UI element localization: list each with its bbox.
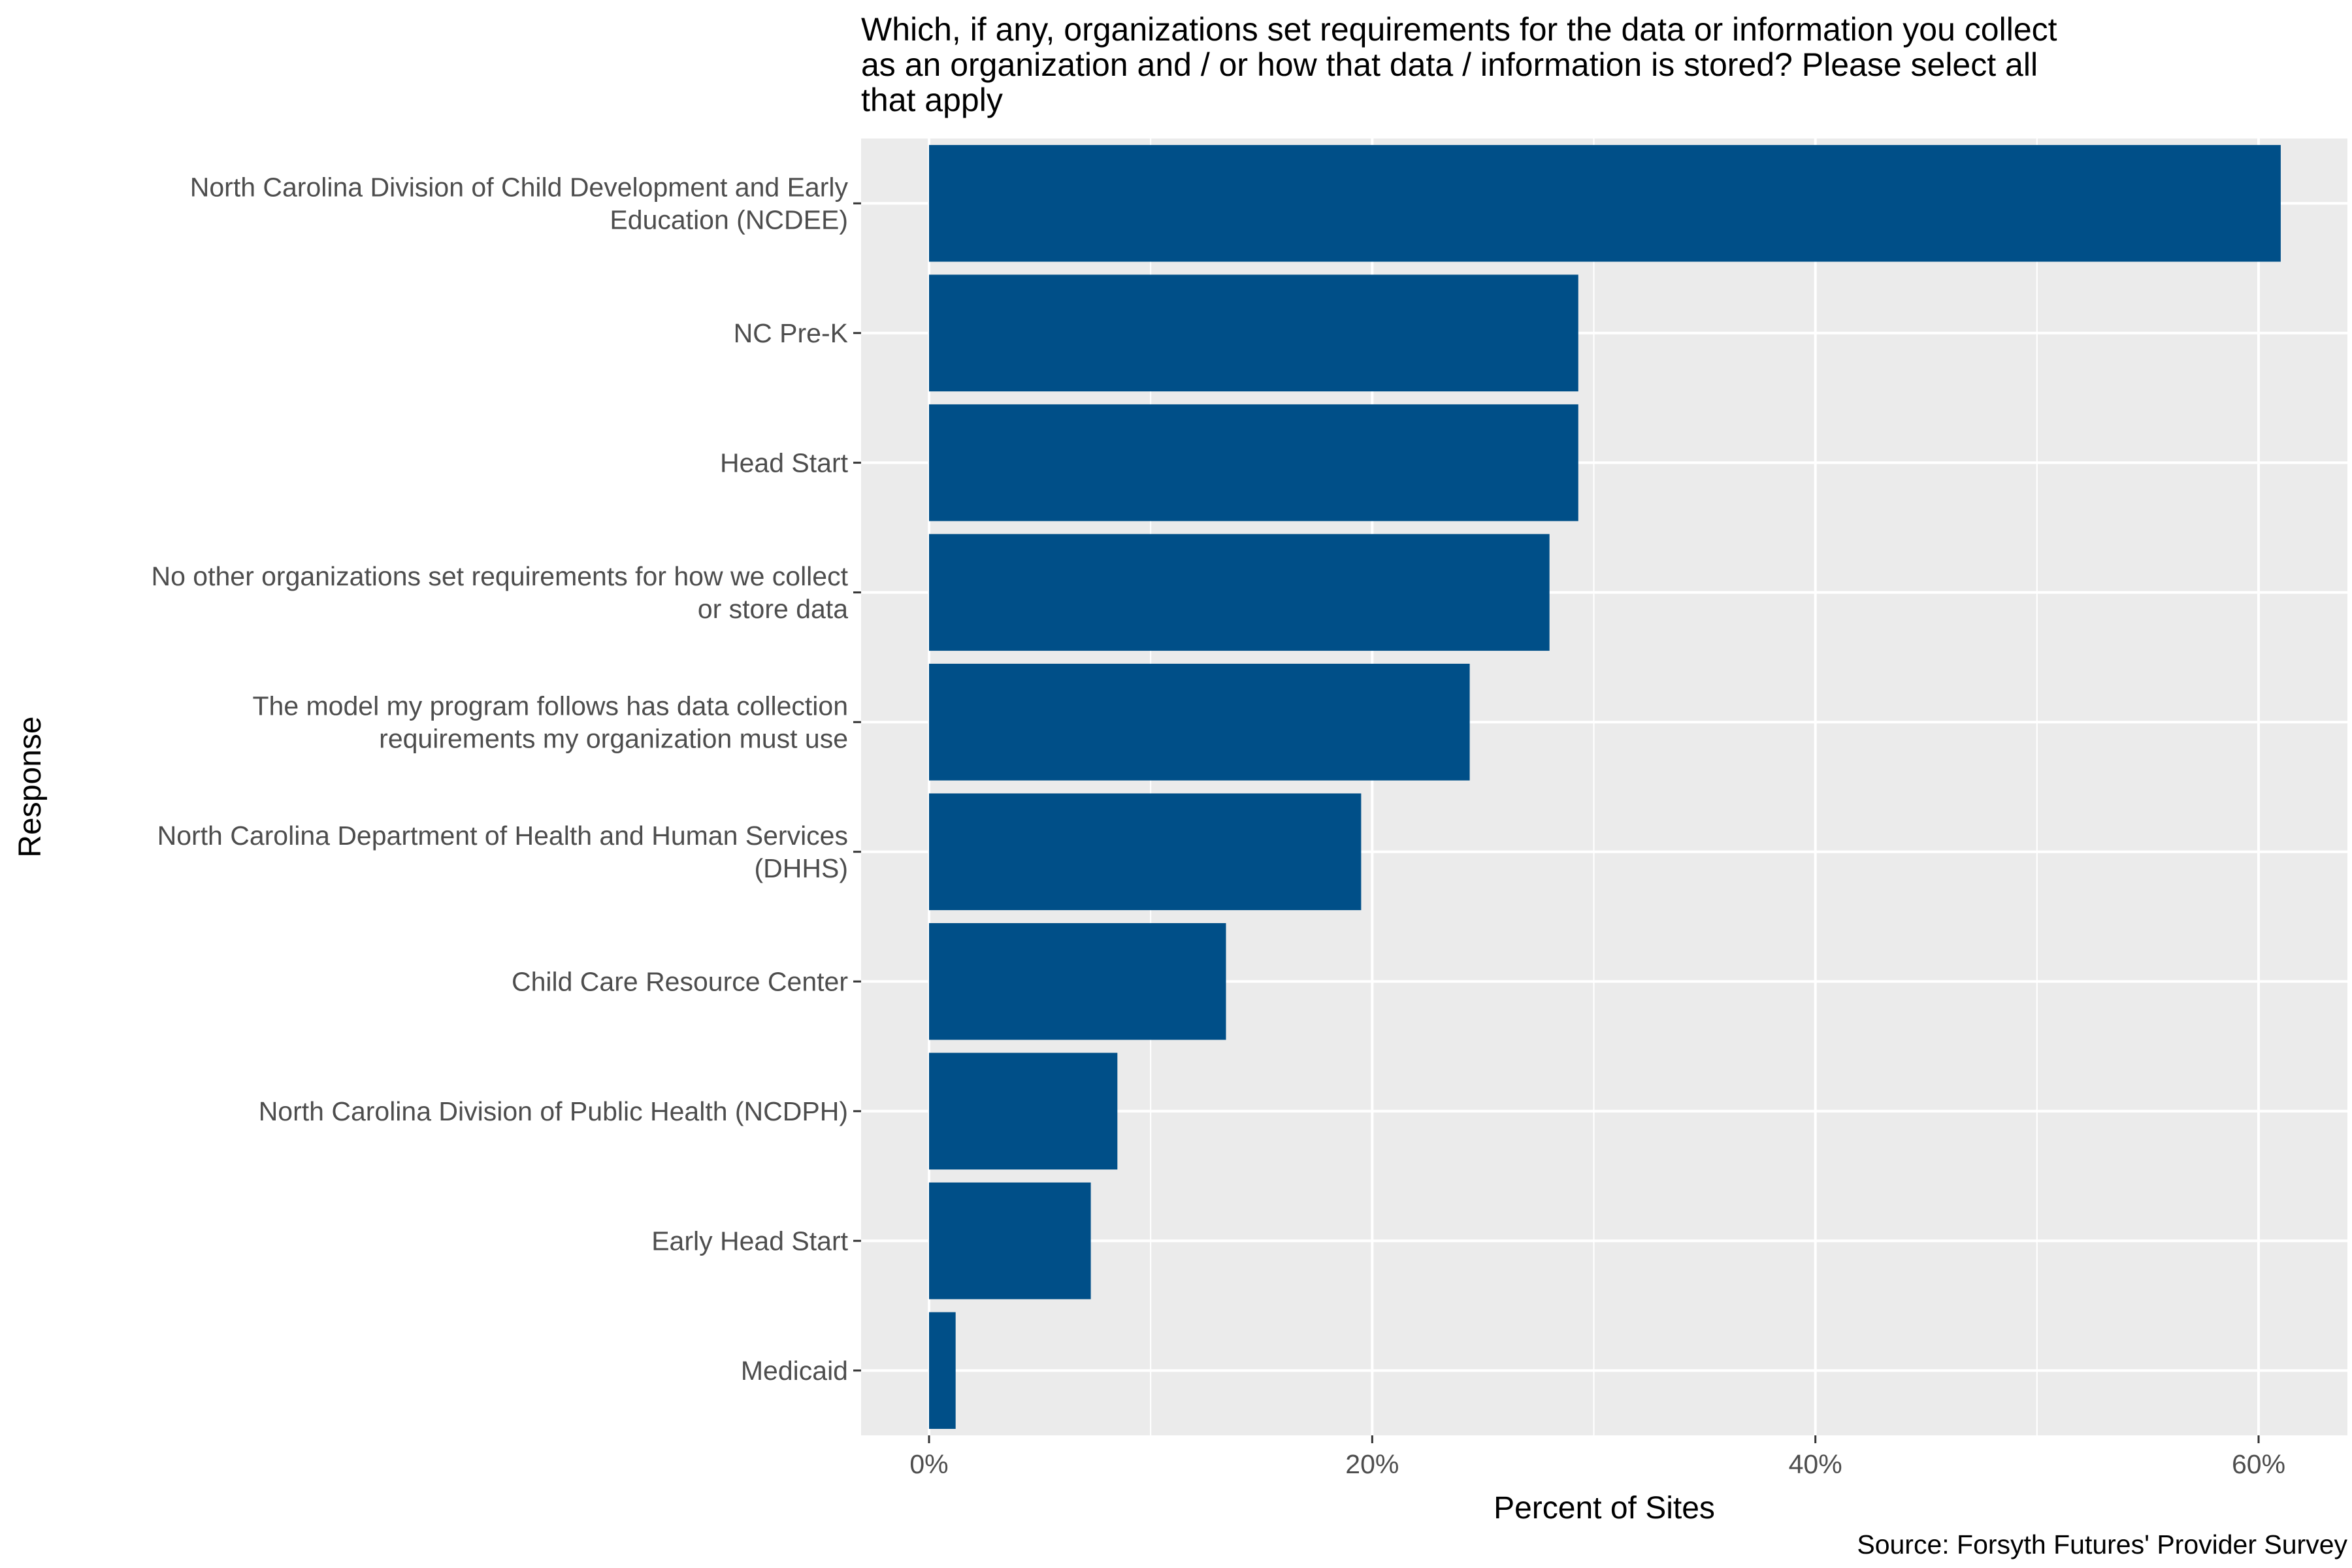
bar: [929, 663, 1470, 781]
x-tick-label: 20%: [1345, 1449, 1399, 1479]
bar: [929, 1053, 1118, 1170]
y-tick-label: North Carolina Division of Public Health…: [259, 1096, 848, 1126]
y-tick-label: Child Care Resource Center: [512, 966, 848, 996]
y-tick-label: Medicaid: [741, 1356, 848, 1386]
y-tick-label-line: Head Start: [720, 448, 849, 478]
y-tick-label: North Carolina Division of Child Develop…: [190, 172, 849, 235]
y-tick-label-line: North Carolina Department of Health and …: [157, 821, 848, 851]
caption: Source: Forsyth Futures' Provider Survey: [1857, 1529, 2347, 1560]
y-axis-label: Response: [13, 716, 48, 857]
bar: [929, 793, 1362, 911]
y-tick-label-line: Child Care Resource Center: [512, 966, 848, 996]
y-tick-label-line: Medicaid: [741, 1356, 848, 1386]
x-tick-label: 40%: [1789, 1449, 1842, 1479]
y-tick-label-line: requirements my organization must use: [379, 723, 848, 753]
bar: [929, 923, 1226, 1040]
y-tick-label-line: (DHHS): [755, 853, 848, 883]
y-tick-label-line: Education (NCDEE): [610, 204, 848, 235]
x-tick-label: 0%: [909, 1449, 948, 1479]
y-tick-label: North Carolina Department of Health and …: [157, 821, 848, 883]
y-tick-label-line: NC Pre-K: [734, 318, 848, 348]
chart-title-line: Which, if any, organizations set require…: [861, 11, 2057, 48]
y-tick-label-line: North Carolina Division of Public Health…: [259, 1096, 848, 1126]
y-tick-label-line: or store data: [698, 594, 848, 624]
chart-title-line: as an organization and / or how that dat…: [861, 46, 2038, 83]
y-tick-label-line: The model my program follows has data co…: [252, 691, 848, 721]
bar: [929, 144, 2281, 262]
x-tick-label: 60%: [2232, 1449, 2285, 1479]
bar: [929, 534, 1550, 651]
y-tick-label-line: Early Head Start: [651, 1226, 848, 1256]
y-tick-label: No other organizations set requirements …: [151, 561, 848, 624]
y-tick-label: Head Start: [720, 448, 849, 478]
bar: [929, 274, 1578, 392]
bar: [929, 1182, 1091, 1299]
y-tick-label: The model my program follows has data co…: [252, 691, 848, 753]
x-axis-label: Percent of Sites: [1494, 1491, 1715, 1526]
chart-title-line: that apply: [861, 82, 1003, 118]
bar: [929, 1312, 956, 1429]
y-tick-label: NC Pre-K: [734, 318, 848, 348]
y-tick-label: Early Head Start: [651, 1226, 848, 1256]
bar: [929, 404, 1578, 521]
y-tick-label-line: North Carolina Division of Child Develop…: [190, 172, 849, 202]
y-tick-label-line: No other organizations set requirements …: [151, 561, 848, 591]
